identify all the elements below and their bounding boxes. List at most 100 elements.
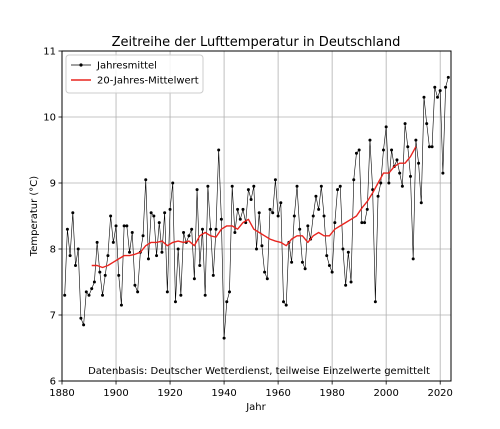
data-point-jahresmittel (98, 270, 102, 274)
data-point-jahresmittel (298, 227, 302, 231)
series-line-jahresmittel (64, 77, 449, 339)
data-point-jahresmittel (338, 184, 342, 188)
data-point-jahresmittel (257, 211, 261, 215)
data-point-jahresmittel (74, 264, 78, 267)
axis-ticks: 1880 1900 1920 1940 1960 1980 2000 2020 6 7 8 9 10 11 (43, 47, 453, 400)
data-point-jahresmittel (422, 95, 426, 99)
data-point-jahresmittel (425, 122, 429, 126)
data-point-jahresmittel (419, 201, 423, 205)
grid (61, 50, 451, 382)
data-point-jahresmittel (79, 316, 83, 320)
data-point-jahresmittel (76, 247, 80, 251)
x-tick-label: 1960 (265, 388, 290, 399)
data-point-jahresmittel (282, 300, 286, 304)
data-point-jahresmittel (373, 300, 377, 304)
data-point-jahresmittel (225, 300, 229, 304)
data-point-jahresmittel (341, 247, 345, 251)
data-point-jahresmittel (414, 138, 418, 142)
data-point-jahresmittel (417, 161, 421, 165)
x-axis-label: Jahr (245, 402, 266, 413)
data-point-jahresmittel (109, 214, 113, 218)
y-tick-label: 6 (50, 377, 56, 388)
data-point-jahresmittel (87, 293, 91, 297)
data-point-jahresmittel (114, 224, 118, 228)
x-tick-label: 1880 (49, 388, 74, 399)
data-point-jahresmittel (349, 280, 353, 284)
data-point-jahresmittel (276, 214, 280, 218)
data-point-jahresmittel (195, 188, 199, 192)
y-axis-label: Temperatur (°C) (29, 176, 40, 257)
data-point-jahresmittel (325, 254, 329, 258)
data-point-jahresmittel (136, 290, 140, 294)
data-point-jahresmittel (273, 178, 277, 182)
data-point-jahresmittel (354, 151, 358, 155)
data-point-jahresmittel (173, 300, 177, 304)
data-point-jahresmittel (95, 240, 99, 244)
data-point-jahresmittel (352, 178, 356, 182)
data-point-jahresmittel (403, 122, 407, 126)
data-point-jahresmittel (268, 207, 272, 211)
data-point-jahresmittel (408, 174, 412, 178)
data-point-jahresmittel (246, 188, 250, 192)
data-point-jahresmittel (90, 287, 94, 291)
data-point-jahresmittel (238, 217, 242, 221)
x-tick-label: 1940 (211, 388, 236, 399)
data-point-jahresmittel (438, 89, 442, 93)
data-source-annotation: Datenbasis: Deutscher Wetterdienst, teil… (88, 366, 430, 377)
data-point-jahresmittel (381, 148, 385, 152)
data-point-jahresmittel (227, 290, 231, 294)
data-point-jahresmittel (168, 207, 172, 211)
data-point-jahresmittel (149, 211, 153, 215)
data-point-jahresmittel (141, 234, 145, 238)
y-tick-label: 10 (43, 113, 56, 124)
data-point-jahresmittel (165, 290, 169, 294)
data-point-jahresmittel (192, 277, 196, 281)
data-point-jahresmittel (111, 240, 115, 244)
data-point-jahresmittel (446, 75, 450, 79)
data-point-jahresmittel (317, 207, 321, 211)
data-point-jahresmittel (222, 336, 226, 340)
data-point-jahresmittel (327, 264, 331, 267)
data-point-jahresmittel (106, 254, 110, 258)
data-point-jahresmittel (92, 280, 96, 284)
data-point-jahresmittel (290, 260, 294, 264)
data-point-jahresmittel (179, 293, 183, 297)
data-point-jahresmittel (187, 234, 191, 238)
data-point-jahresmittel (160, 250, 164, 254)
data-point-jahresmittel (198, 264, 202, 267)
data-point-jahresmittel (190, 227, 194, 231)
data-point-jahresmittel (306, 224, 310, 228)
data-point-jahresmittel (71, 211, 75, 215)
data-point-jahresmittel (384, 125, 388, 129)
data-point-jahresmittel (214, 227, 218, 231)
data-point-jahresmittel (209, 227, 213, 231)
data-point-jahresmittel (303, 267, 307, 271)
data-point-jahresmittel (63, 293, 67, 297)
data-point-jahresmittel (279, 201, 283, 205)
data-point-jahresmittel (406, 145, 410, 149)
data-point-jahresmittel (203, 293, 207, 297)
data-point-jahresmittel (357, 148, 361, 152)
data-point-jahresmittel (171, 181, 175, 185)
data-point-jahresmittel (292, 214, 296, 218)
data-point-jahresmittel (119, 303, 123, 307)
data-point-jahresmittel (395, 158, 399, 162)
data-point-jahresmittel (130, 231, 134, 234)
data-point-jahresmittel (441, 171, 445, 175)
data-point-jahresmittel (84, 290, 88, 294)
data-point-jahresmittel (236, 207, 240, 211)
data-point-jahresmittel (101, 293, 105, 297)
data-point-jahresmittel (125, 224, 129, 228)
data-point-jahresmittel (249, 198, 253, 201)
data-point-jahresmittel (252, 184, 256, 188)
data-point-jahresmittel (365, 207, 369, 211)
data-point-jahresmittel (211, 273, 215, 277)
data-point-jahresmittel (260, 244, 264, 248)
data-point-jahresmittel (433, 85, 437, 89)
data-point-jahresmittel (176, 247, 180, 251)
data-point-jahresmittel (263, 270, 267, 274)
data-point-jahresmittel (444, 85, 448, 89)
data-point-jahresmittel (152, 214, 156, 218)
data-point-jahresmittel (387, 181, 391, 185)
